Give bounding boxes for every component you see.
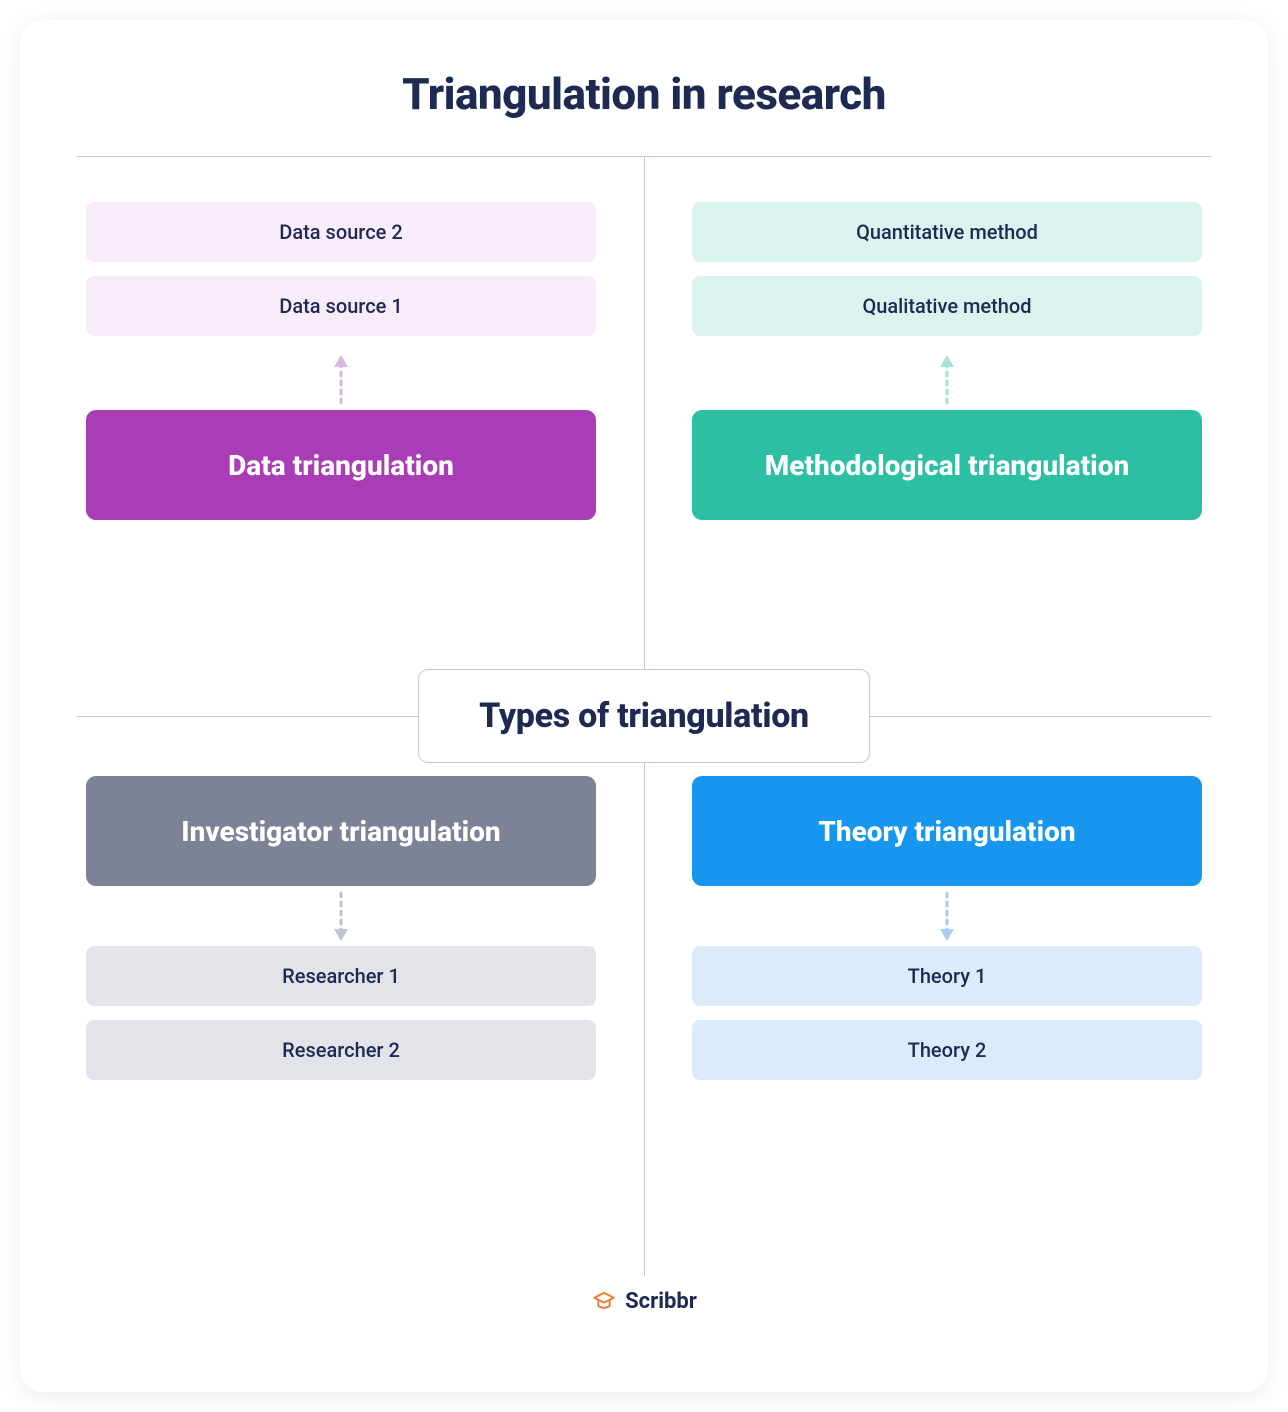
quadrant-investigator: Investigator triangulation Researcher 1 … <box>76 776 644 1094</box>
type-box-methodological: Methodological triangulation <box>692 410 1202 520</box>
center-label: Types of triangulation <box>418 669 870 763</box>
type-box-investigator: Investigator triangulation <box>86 776 596 886</box>
quadrant-data: Data source 2 Data source 1 Data triangu… <box>76 156 644 520</box>
source-item: Theory 2 <box>692 1020 1202 1080</box>
brand-footer: Scribbr <box>76 1288 1212 1314</box>
source-item: Researcher 1 <box>86 946 596 1006</box>
quadrant-methodological: Quantitative method Qualitative method M… <box>644 156 1212 520</box>
arrow-down-icon <box>692 886 1202 946</box>
scribbr-logo-icon <box>591 1288 617 1314</box>
type-box-data: Data triangulation <box>86 410 596 520</box>
source-item: Data source 2 <box>86 202 596 262</box>
quadrant-theory: Theory triangulation Theory 1 Theory 2 <box>644 776 1212 1094</box>
arrow-down-icon <box>86 886 596 946</box>
arrow-up-icon <box>86 350 596 410</box>
source-item: Researcher 2 <box>86 1020 596 1080</box>
diagram-grid: Data source 2 Data source 1 Data triangu… <box>76 156 1212 1276</box>
source-item: Theory 1 <box>692 946 1202 1006</box>
source-item: Quantitative method <box>692 202 1202 262</box>
infographic-card: Triangulation in research Data source 2 … <box>20 20 1268 1392</box>
arrow-up-icon <box>692 350 1202 410</box>
source-item: Qualitative method <box>692 276 1202 336</box>
page-title: Triangulation in research <box>76 68 1212 120</box>
brand-name: Scribbr <box>625 1289 697 1314</box>
source-item: Data source 1 <box>86 276 596 336</box>
type-box-theory: Theory triangulation <box>692 776 1202 886</box>
